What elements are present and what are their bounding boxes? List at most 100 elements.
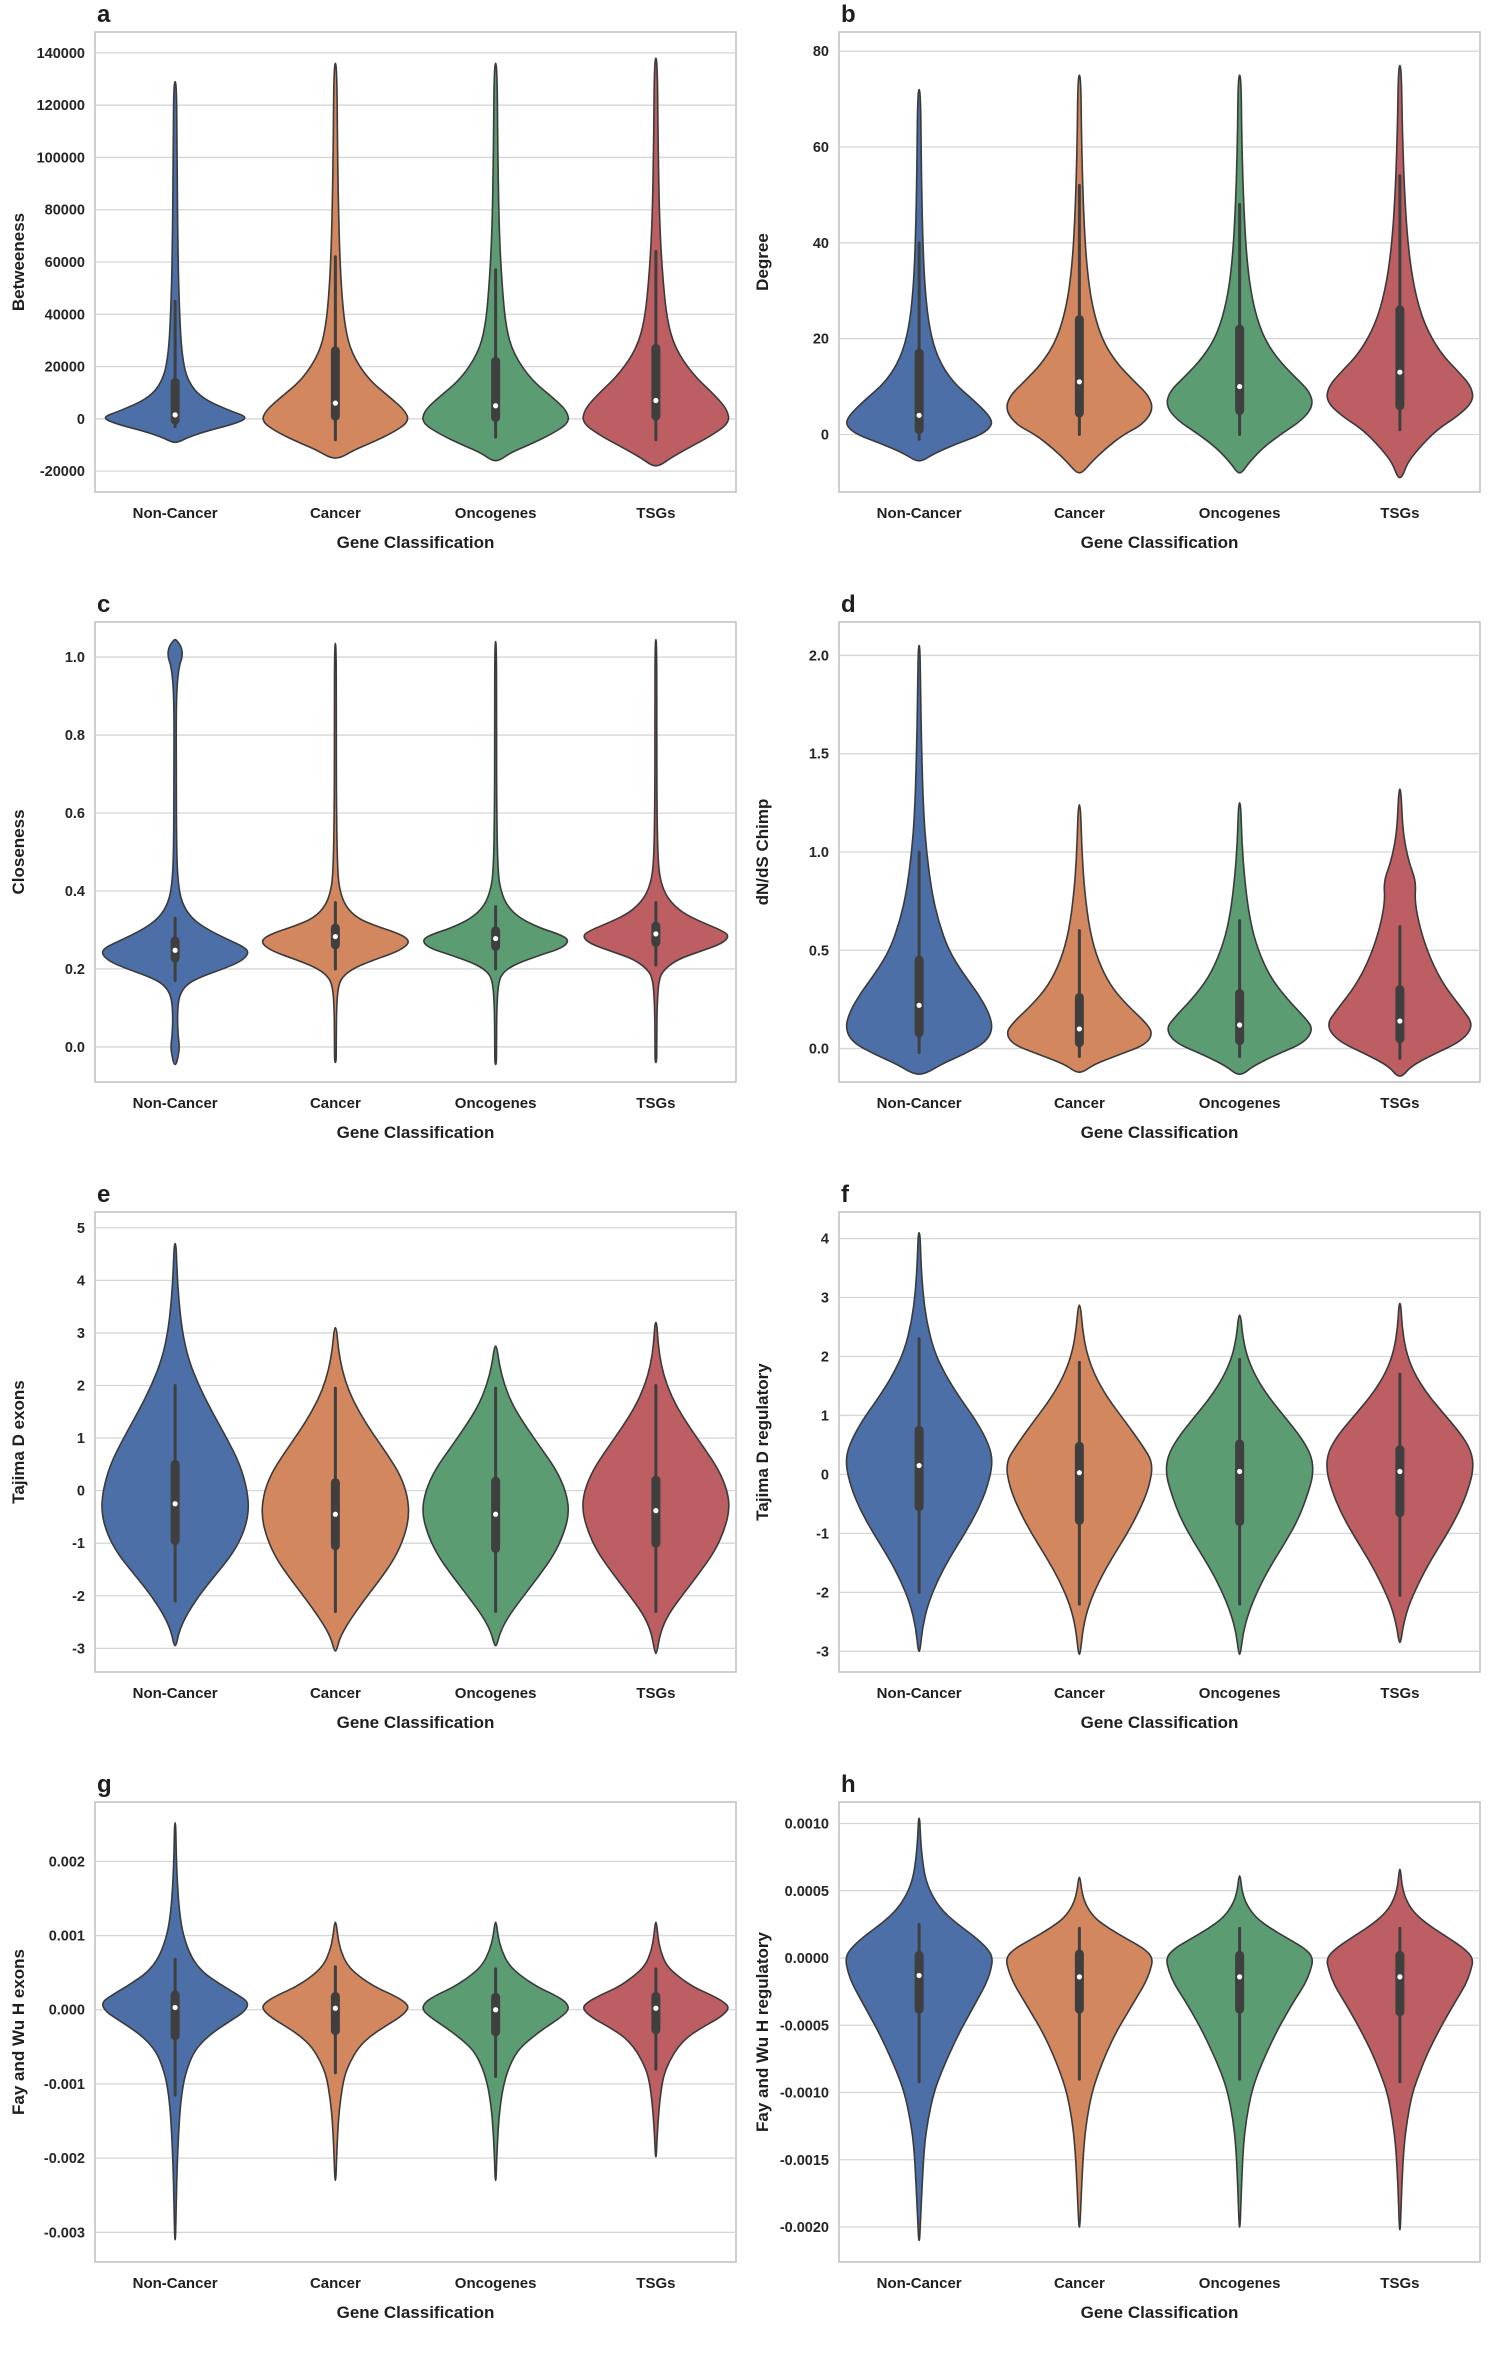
median-dot bbox=[1076, 1026, 1082, 1032]
y-tick-label: 140000 bbox=[37, 46, 85, 62]
panel-a-svg: a 140000 120000 100000 80000 60000 40000 20000 0… bbox=[9, 1, 737, 552]
y-tick-label: -3 bbox=[72, 1641, 85, 1657]
violin-non-cancer bbox=[101, 638, 249, 1066]
y-tick-label: 120000 bbox=[37, 98, 85, 114]
panel-e: e 5 4 3 2 1 0 -1 -2 -3 Tajima D exons Non-Cancer Can… bbox=[0, 1180, 744, 1770]
y-tick-label: -0.003 bbox=[44, 2225, 85, 2241]
x-category-label: TSGs bbox=[1380, 2275, 1419, 2292]
y-tick-label: 3 bbox=[77, 1326, 85, 1342]
panel-letter: f bbox=[841, 1181, 850, 1208]
y-tick-label: 0 bbox=[77, 1484, 85, 1500]
x-axis-label: Gene Classification bbox=[1081, 1713, 1239, 1732]
y-tick-label: 0.8 bbox=[65, 728, 85, 744]
y-tick-label: 0 bbox=[77, 412, 85, 428]
y-axis-label: Tajima D exons bbox=[9, 1380, 28, 1503]
y-tick-label: 0.0010 bbox=[785, 1817, 829, 1833]
x-category-label: TSGs bbox=[636, 1685, 675, 1702]
panel-f-svg: f 4 3 2 1 0 -1 -2 -3 Tajima D regulatory Non-Cance… bbox=[753, 1181, 1481, 1732]
y-tick-label: 0 bbox=[821, 1467, 829, 1483]
y-tick-label: 60000 bbox=[45, 255, 85, 271]
y-axis-label: Fay and Wu H regulatory bbox=[753, 1931, 772, 2131]
x-axis-label: Gene Classification bbox=[1081, 533, 1239, 552]
median-dot bbox=[916, 1972, 922, 1979]
x-axis-label: Gene Classification bbox=[1081, 2303, 1239, 2322]
y-tick-label: 1 bbox=[77, 1431, 85, 1447]
x-axis-label: Gene Classification bbox=[337, 2303, 495, 2322]
x-category-label: Non-Cancer bbox=[877, 2275, 962, 2292]
y-tick-label: -1 bbox=[72, 1536, 85, 1552]
y-tick-label: 1.0 bbox=[809, 845, 829, 861]
median-dot bbox=[653, 931, 659, 937]
y-axis-label: Closeness bbox=[9, 809, 28, 894]
y-tick-label: 1.5 bbox=[809, 747, 829, 763]
y-tick-label: -0.0005 bbox=[780, 2018, 829, 2034]
y-tick-label: 0.0 bbox=[809, 1042, 829, 1058]
x-category-label: Cancer bbox=[310, 2275, 361, 2292]
x-category-label: Cancer bbox=[1054, 1685, 1105, 1702]
x-category-label: Non-Cancer bbox=[877, 505, 962, 522]
x-category-label: Oncogenes bbox=[1199, 1095, 1281, 1112]
y-tick-label: 4 bbox=[77, 1273, 85, 1289]
x-category-label: Non-Cancer bbox=[133, 505, 218, 522]
y-tick-label: 3 bbox=[821, 1291, 829, 1307]
y-tick-label: 20000 bbox=[45, 360, 85, 376]
median-dot bbox=[653, 397, 659, 404]
median-dot bbox=[172, 947, 178, 953]
median-dot bbox=[653, 1508, 659, 1514]
y-tick-label: -20000 bbox=[40, 464, 85, 480]
y-tick-label: 60 bbox=[813, 140, 829, 156]
median-dot bbox=[1076, 1470, 1082, 1476]
y-axis-label: dN/dS Chimp bbox=[753, 799, 772, 906]
panel-f: f 4 3 2 1 0 -1 -2 -3 Tajima D regulatory Non-Cance… bbox=[744, 1180, 1489, 1770]
median-dot bbox=[493, 2007, 499, 2013]
x-category-label: Oncogenes bbox=[455, 1685, 537, 1702]
y-tick-label: 2 bbox=[821, 1349, 829, 1365]
y-tick-label: 0.5 bbox=[809, 943, 829, 959]
panel-g: g 0.002 0.001 0.000 -0.001 -0.002 -0.003 Fay an… bbox=[0, 1770, 744, 2360]
median-dot bbox=[916, 412, 922, 418]
y-axis-label: Degree bbox=[753, 233, 772, 291]
y-tick-label: 80 bbox=[813, 44, 829, 60]
median-dot bbox=[172, 1501, 178, 1507]
x-category-label: TSGs bbox=[1380, 505, 1419, 522]
y-tick-label: 2.0 bbox=[809, 648, 829, 664]
panel-letter: b bbox=[841, 1, 856, 28]
x-category-label: TSGs bbox=[636, 505, 675, 522]
x-category-label: Oncogenes bbox=[455, 2275, 537, 2292]
y-tick-label: 0.4 bbox=[65, 884, 85, 900]
y-axis-label: Betweeness bbox=[9, 213, 28, 311]
y-tick-label: -3 bbox=[816, 1644, 829, 1660]
median-dot bbox=[916, 1462, 922, 1469]
panel-letter: c bbox=[97, 591, 110, 618]
median-dot bbox=[1237, 1974, 1243, 1980]
panel-c-svg: c 1.0 0.8 0.6 0.4 0.2 0.0 Closeness Non-Cancer Ca… bbox=[9, 591, 737, 1142]
y-tick-label: 5 bbox=[77, 1221, 85, 1237]
y-tick-label: 0 bbox=[821, 428, 829, 444]
median-dot bbox=[1397, 1468, 1403, 1475]
y-tick-label: -0.001 bbox=[44, 2077, 85, 2093]
y-tick-label: 0.0005 bbox=[785, 1884, 829, 1900]
y-tick-label: 40000 bbox=[45, 307, 85, 323]
x-category-label: TSGs bbox=[636, 1095, 675, 1112]
x-category-label: TSGs bbox=[1380, 1685, 1419, 1702]
y-tick-label: 20 bbox=[813, 332, 829, 348]
violin-tsgs bbox=[583, 638, 729, 1064]
median-dot bbox=[1237, 1468, 1243, 1475]
panel-h-svg: h 0.0010 0.0005 0.0000 -0.0005 -0.0010 -0.0015… bbox=[753, 1771, 1481, 2322]
median-dot bbox=[1076, 379, 1082, 385]
y-tick-label: -0.0015 bbox=[780, 2153, 829, 2169]
y-tick-label: -0.0010 bbox=[780, 2086, 829, 2102]
x-axis-label: Gene Classification bbox=[1081, 1123, 1239, 1142]
x-category-label: Non-Cancer bbox=[877, 1095, 962, 1112]
panel-h: h 0.0010 0.0005 0.0000 -0.0005 -0.0010 -0.0015… bbox=[744, 1770, 1489, 2360]
y-tick-label: 0.000 bbox=[49, 2003, 85, 2019]
x-category-label: Non-Cancer bbox=[133, 2275, 218, 2292]
median-dot bbox=[172, 2004, 178, 2011]
panel-a: a 140000 120000 100000 80000 60000 40000 20000 0… bbox=[0, 0, 744, 590]
panel-d-svg: d 2.0 1.5 1.0 0.5 0.0 dN/dS Chimp Non-Cancer Can… bbox=[753, 591, 1481, 1142]
y-tick-label: 4 bbox=[821, 1232, 829, 1248]
y-tick-label: 100000 bbox=[37, 150, 85, 166]
panel-e-svg: e5 4 3 2 1 0 -1 -2 -3 Tajima D exons Non-Cancer Can… bbox=[9, 1181, 737, 1732]
median-dot bbox=[653, 2005, 659, 2011]
y-tick-label: -1 bbox=[816, 1526, 829, 1542]
